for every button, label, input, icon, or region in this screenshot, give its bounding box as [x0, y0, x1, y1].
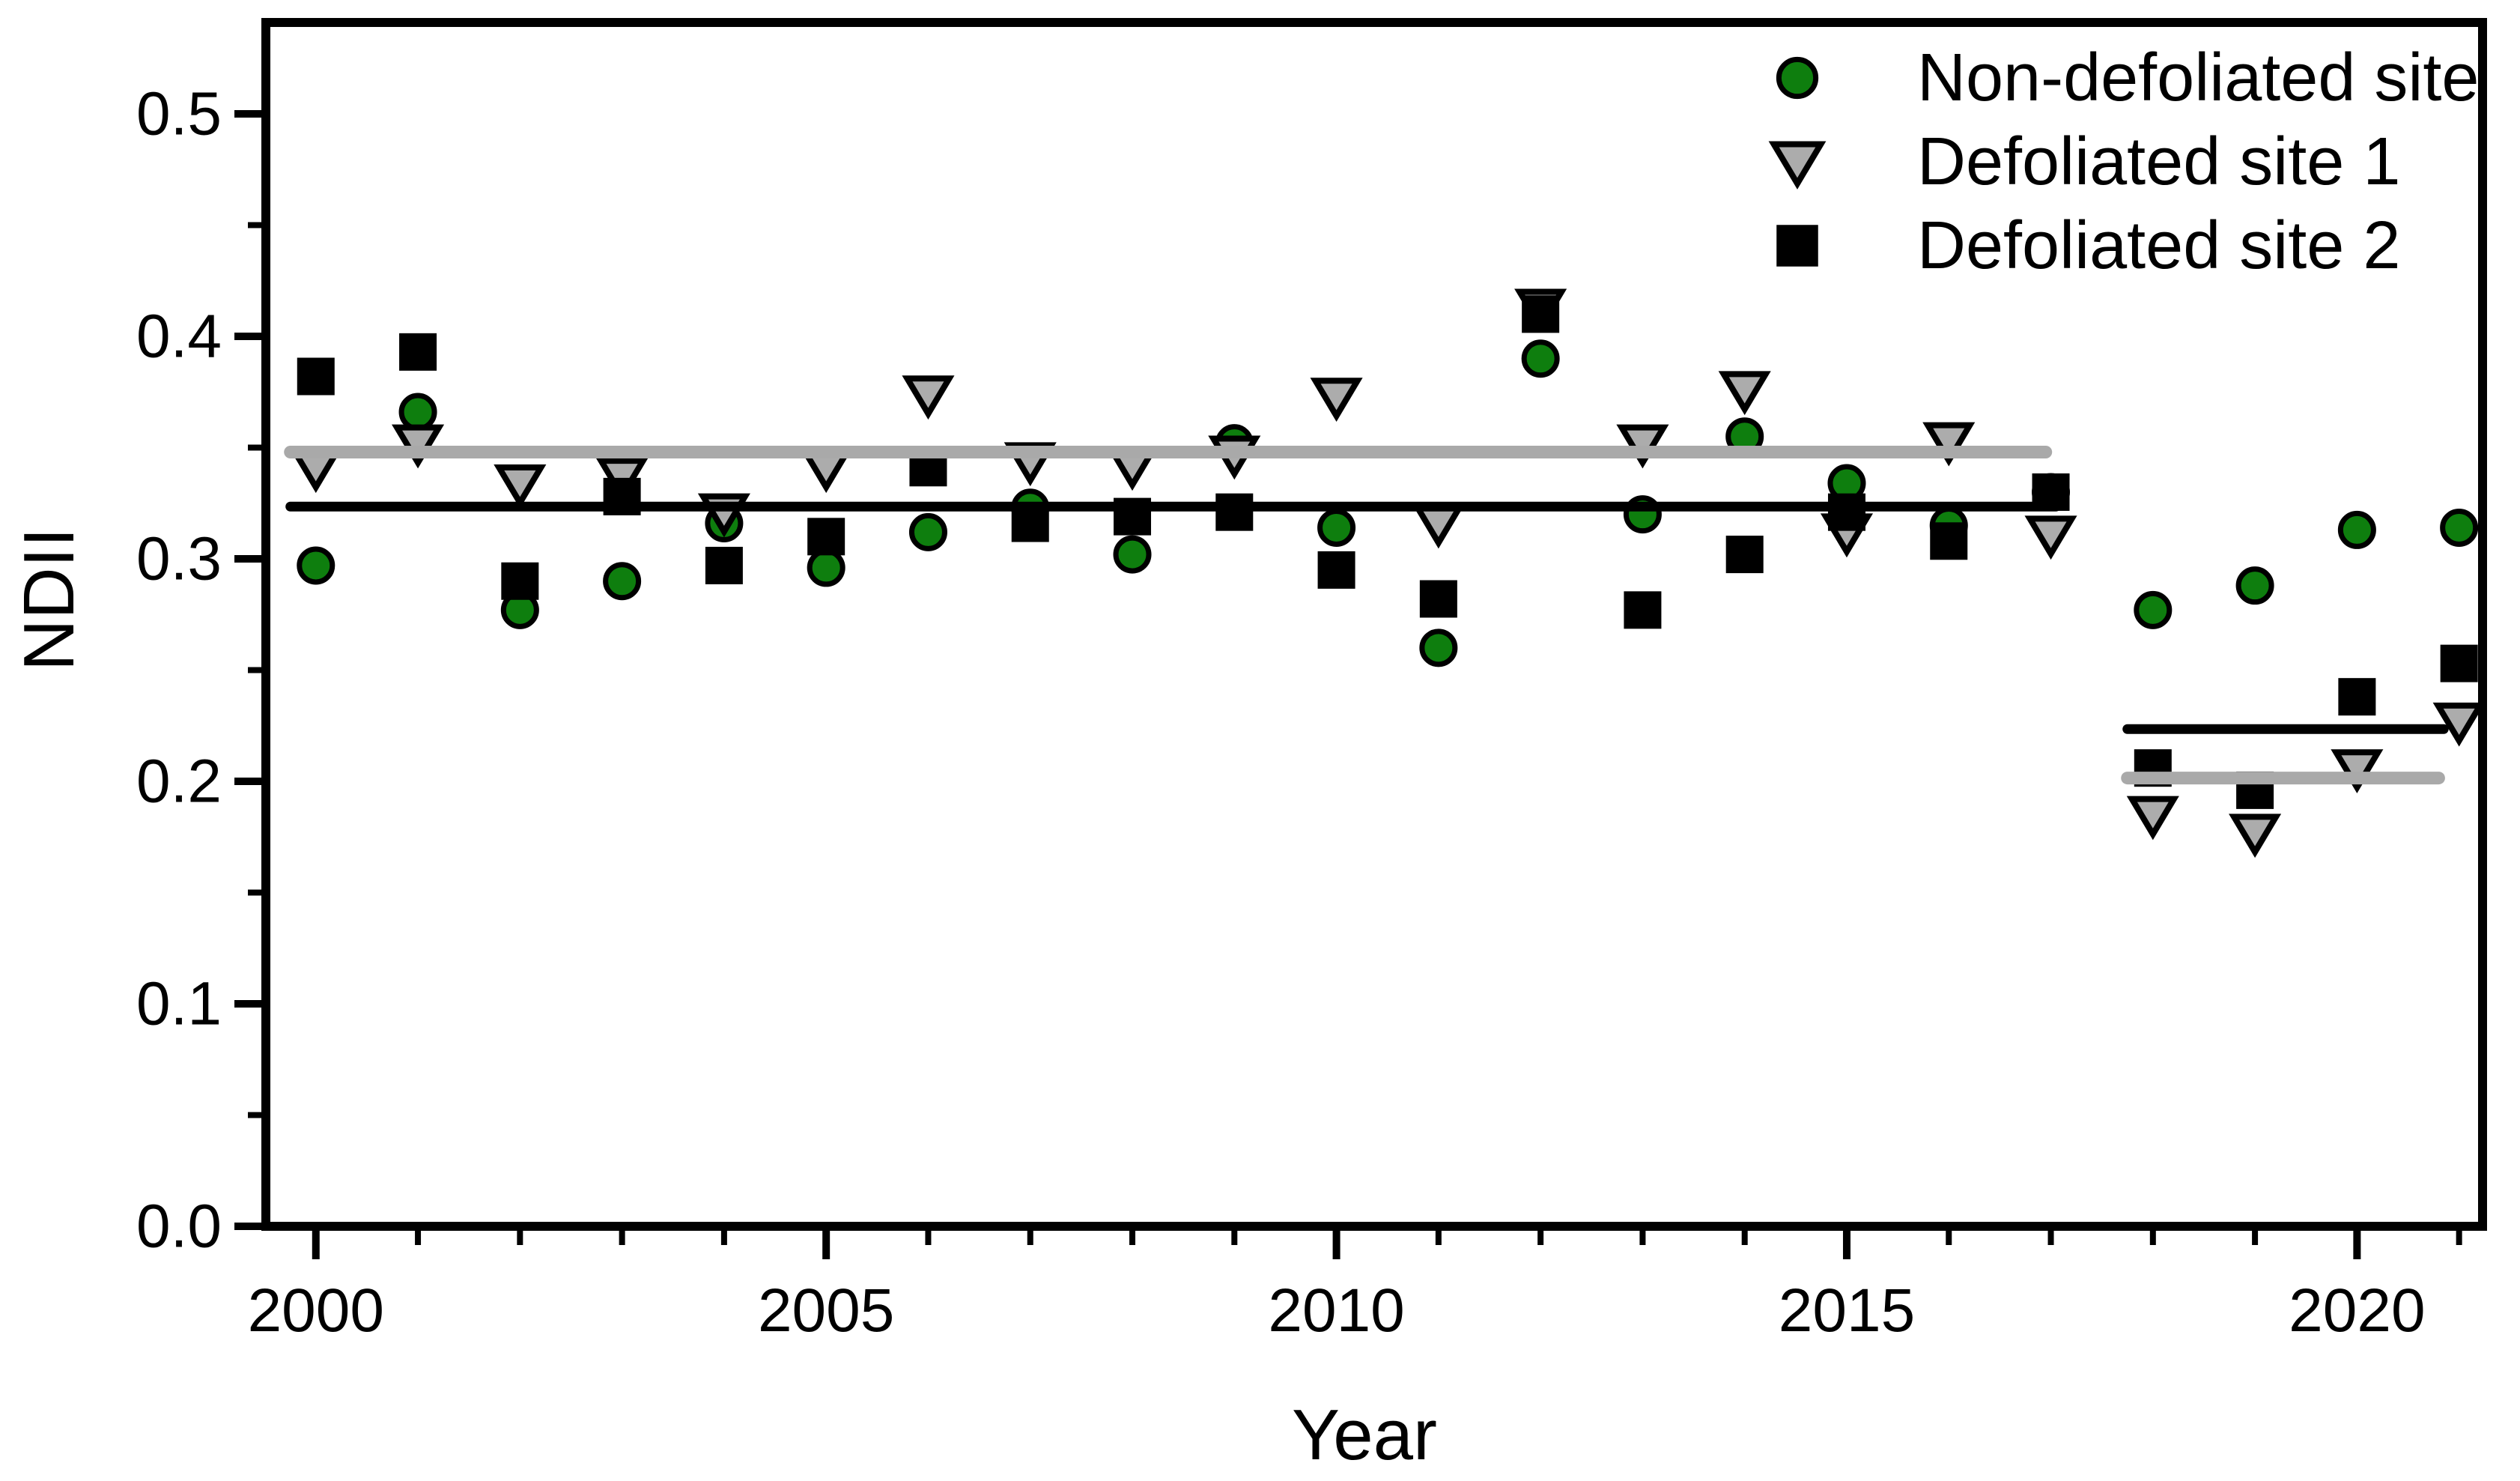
data-point-square-marker: [501, 562, 539, 600]
data-point-circle-marker: [1521, 339, 1560, 378]
y-tick-label: 0.1: [136, 970, 222, 1038]
data-point-circle-marker: [603, 562, 642, 601]
data-point-circle-marker: [297, 546, 336, 585]
data-point-square-marker: [705, 546, 743, 584]
legend-label: Defoliated site 2: [1917, 208, 2400, 283]
data-point-square-marker: [2338, 678, 2376, 716]
data-point-triangle-marker: [2229, 814, 2282, 858]
legend-triangle-marker: [1768, 141, 1827, 190]
legend-label: Non-defoliated site: [1917, 40, 2479, 115]
data-point-triangle-marker: [494, 464, 547, 509]
data-point-triangle-marker: [1412, 504, 1465, 549]
data-point-triangle-marker: [2432, 702, 2486, 747]
data-point-square-marker: [2440, 644, 2478, 682]
y-tick-label: 0.4: [136, 303, 222, 371]
y-tick-label: 0.5: [136, 80, 222, 148]
data-point-triangle-marker: [1310, 378, 1363, 423]
data-point-square-marker: [1011, 504, 1049, 542]
x-tick-label: 2020: [2289, 1276, 2425, 1345]
y-tick-label: 0.0: [136, 1193, 222, 1261]
x-tick-label: 2000: [248, 1276, 384, 1345]
data-point-square-marker: [297, 357, 335, 396]
data-point-square-marker: [1725, 536, 1764, 574]
data-point-circle-marker: [2134, 590, 2173, 629]
y-axis-title: NDII: [9, 527, 89, 671]
x-tick-label: 2015: [1779, 1276, 1915, 1345]
legend-circle-marker: [1776, 56, 1819, 100]
data-point-triangle-marker: [1616, 424, 1669, 469]
data-point-square-marker: [1827, 493, 1865, 531]
x-axis-title: Year: [1292, 1395, 1437, 1475]
data-point-square-marker: [399, 333, 437, 371]
data-point-circle-marker: [1113, 535, 1152, 574]
legend-square-marker: [1776, 225, 1818, 267]
data-point-triangle-marker: [902, 375, 955, 420]
y-tick-label: 0.3: [136, 525, 222, 593]
data-point-circle-marker: [1419, 629, 1458, 667]
data-point-circle-marker: [398, 393, 437, 431]
data-point-circle-marker: [1317, 508, 1356, 547]
data-point-circle-marker: [807, 548, 845, 587]
data-point-square-marker: [1317, 551, 1355, 589]
data-point-circle-marker: [908, 512, 947, 551]
legend-label: Defoliated site 1: [1917, 124, 2400, 199]
data-point-square-marker: [1522, 295, 1560, 333]
data-point-square-marker: [1215, 493, 1254, 531]
data-point-triangle-marker: [1718, 371, 1771, 416]
data-point-triangle-marker: [1922, 422, 1976, 467]
data-point-circle-marker: [2235, 566, 2274, 605]
data-point-square-marker: [1624, 591, 1662, 629]
data-point-circle-marker: [2337, 510, 2376, 549]
x-tick-label: 2010: [1268, 1276, 1404, 1345]
plot-frame: [261, 18, 2487, 1231]
data-point-circle-marker: [2440, 508, 2479, 547]
y-tick-label: 0.2: [136, 748, 222, 816]
data-point-square-marker: [1930, 522, 1968, 560]
data-point-triangle-marker: [2126, 796, 2179, 841]
data-point-triangle-marker: [392, 424, 445, 469]
data-point-triangle-marker: [2024, 515, 2077, 560]
data-point-triangle-marker: [2331, 749, 2384, 794]
data-point-square-marker: [807, 518, 845, 556]
x-tick-label: 2005: [758, 1276, 894, 1345]
data-point-square-marker: [1419, 580, 1457, 618]
